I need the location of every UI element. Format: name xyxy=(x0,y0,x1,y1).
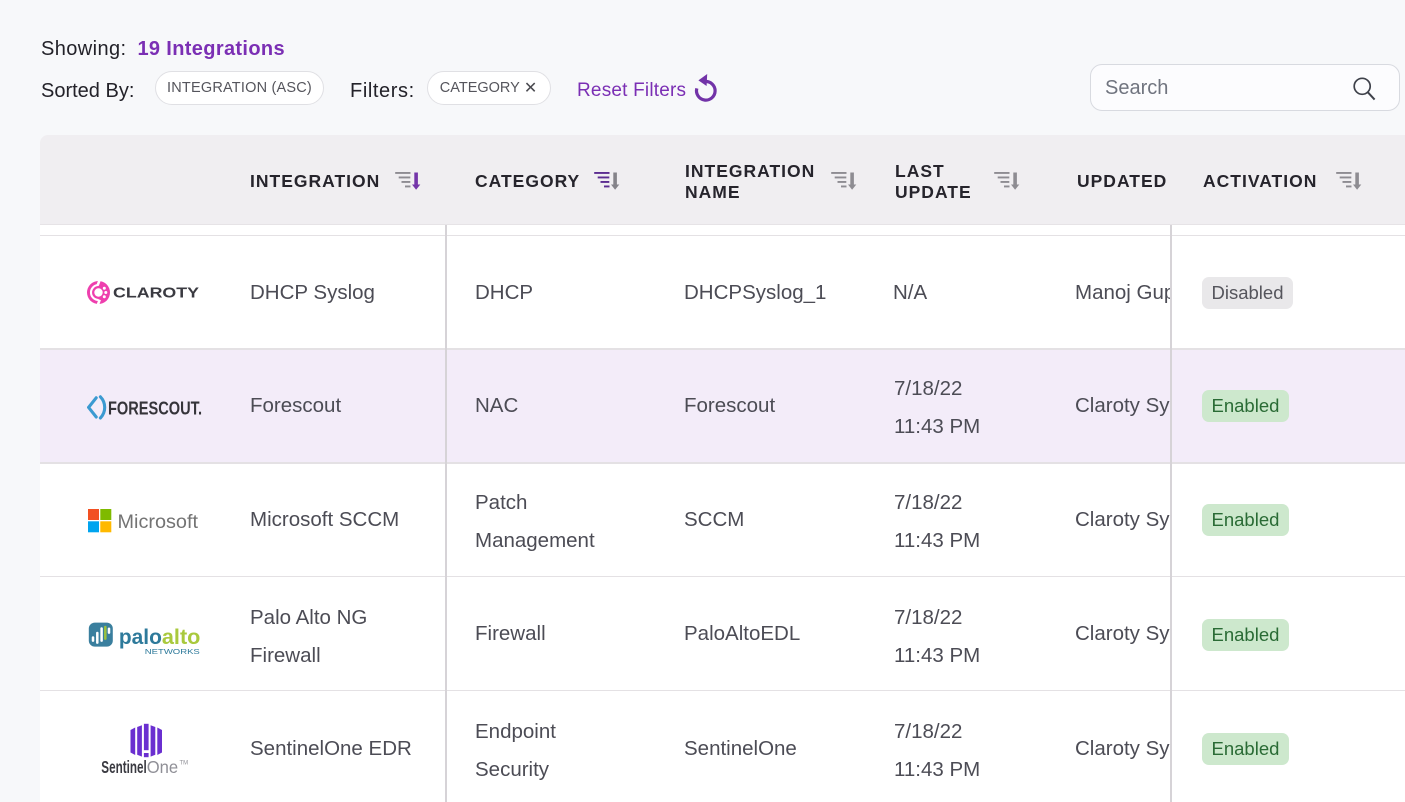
svg-text:Sentinel: Sentinel xyxy=(101,757,146,777)
svg-text:Microsoft: Microsoft xyxy=(118,511,199,533)
svg-text:FORESCOUT.: FORESCOUT. xyxy=(108,399,202,419)
svg-text:TM: TM xyxy=(180,761,189,767)
svg-text:palo: palo xyxy=(119,625,162,649)
svg-text:NETWORKS: NETWORKS xyxy=(145,647,200,656)
svg-text:One: One xyxy=(147,757,178,777)
svg-text:CLAROTY: CLAROTY xyxy=(113,285,199,302)
svg-text:alto: alto xyxy=(162,625,201,649)
